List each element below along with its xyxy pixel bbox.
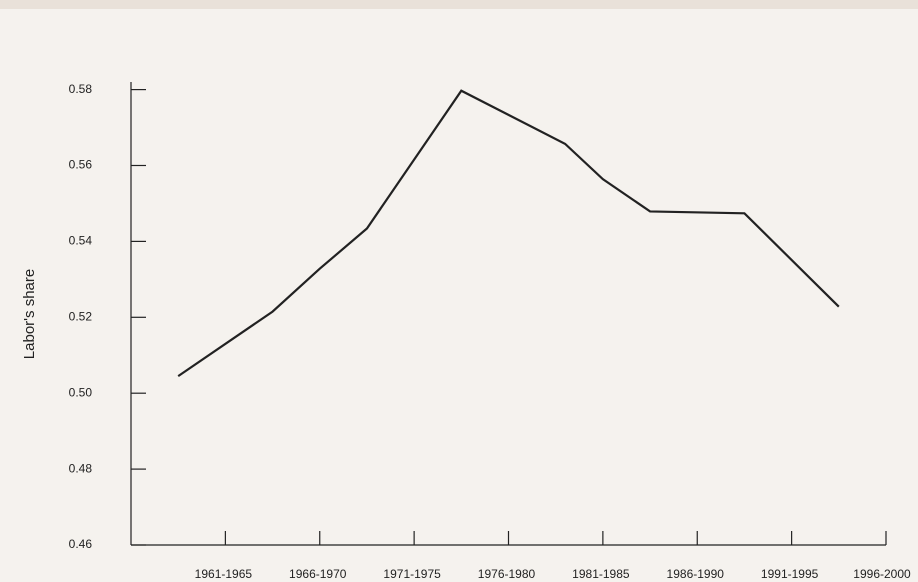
y-tick-label: 0.52 (69, 309, 93, 323)
top-band (0, 0, 918, 9)
y-tick-label: 0.54 (69, 234, 93, 248)
x-tick-label: 1996-2000 (853, 567, 911, 581)
x-tick-label: 1991-1995 (761, 567, 819, 581)
x-tick-label: 1966-1970 (289, 567, 347, 581)
y-tick-label: 0.56 (69, 158, 93, 172)
x-tick-label: 1986-1990 (667, 567, 725, 581)
y-tick-label: 0.50 (69, 385, 93, 399)
y-axis-label: Labor's share (21, 269, 38, 359)
y-tick-label: 0.48 (69, 461, 93, 475)
x-tick-label: 1976-1980 (478, 567, 536, 581)
x-tick-label: 1981-1985 (572, 567, 630, 581)
line-series (177, 89, 840, 378)
x-tick-label: 1961-1965 (195, 567, 253, 581)
x-tick-label: 1971-1975 (383, 567, 441, 581)
y-tick-label: 0.46 (69, 537, 93, 551)
y-tick-label: 0.58 (69, 82, 93, 96)
